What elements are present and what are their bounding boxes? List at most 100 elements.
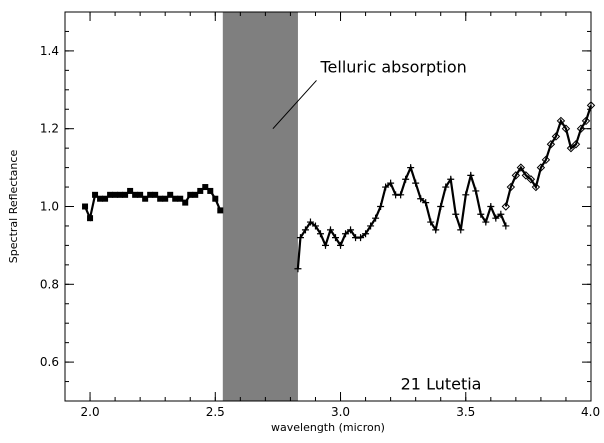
data-point-square: [152, 191, 159, 198]
data-point-square: [97, 195, 104, 202]
x-tick-label: 2.0: [81, 405, 100, 419]
data-point-square: [207, 187, 214, 194]
data-point-square: [142, 195, 149, 202]
data-point-plus: [362, 230, 370, 238]
plot-frame: [64, 11, 592, 402]
data-point-square: [92, 191, 99, 198]
y-tick-label: 1.0: [40, 200, 59, 214]
data-point-plus: [462, 191, 470, 199]
data-point-square: [102, 195, 109, 202]
data-point-diamond: [556, 116, 566, 126]
data-point-square: [162, 195, 169, 202]
data-point-plus: [417, 195, 425, 203]
data-marks: [82, 101, 596, 273]
data-point-plus: [467, 171, 475, 179]
y-tick-label: 0.8: [40, 277, 59, 291]
x-tick-label: 3.0: [331, 405, 350, 419]
data-point-plus: [437, 203, 445, 210]
data-point-diamond: [531, 182, 541, 192]
data-point-plus: [452, 210, 460, 218]
x-tick-label: 4.0: [581, 405, 600, 419]
data-point-plus: [306, 218, 314, 226]
telluric-absorption-label: Telluric absorption: [319, 57, 466, 76]
data-point-square: [187, 191, 194, 198]
data-point-plus: [347, 226, 355, 234]
telluric-arrow-line: [272, 80, 317, 130]
data-point-diamond: [521, 171, 531, 180]
data-point-square: [167, 191, 174, 198]
y-tick-label: 0.6: [40, 355, 59, 369]
data-point-plus: [497, 210, 505, 218]
axis-ticks: 2.0 2.5 3.0 3.5 4.0 0.6 0.8 1.0 1.2 1.4: [40, 11, 600, 419]
data-point-square: [172, 195, 179, 202]
data-point-diamond: [566, 143, 576, 153]
data-point-plus: [492, 214, 500, 222]
data-point-plus: [372, 214, 380, 222]
data-point-plus: [316, 230, 324, 238]
data-point-plus: [402, 175, 410, 183]
data-point-plus: [382, 183, 390, 191]
data-point-plus: [327, 226, 335, 234]
data-point-plus: [332, 234, 340, 242]
y-axis-label: Spectral Reflectance: [7, 150, 20, 264]
data-point-square: [212, 195, 219, 202]
target-name-label: 21 Lutetia: [401, 374, 482, 393]
data-point-plus: [367, 222, 375, 230]
data-point-plus: [487, 203, 495, 210]
data-point-plus: [342, 230, 350, 238]
data-point-square: [87, 215, 94, 222]
x-tick-label: 2.5: [206, 405, 225, 419]
data-point-diamond: [501, 202, 511, 211]
data-point-square: [202, 184, 209, 191]
data-point-plus: [377, 203, 385, 210]
data-point-square: [137, 191, 144, 198]
data-point-plus: [311, 222, 319, 230]
data-point-square: [132, 191, 139, 198]
data-point-plus: [397, 191, 405, 199]
data-point-plus: [442, 183, 450, 191]
data-point-square: [117, 191, 124, 198]
data-point-square: [197, 187, 204, 194]
data-point-square: [192, 191, 199, 198]
data-point-diamond: [561, 124, 571, 133]
data-point-square: [157, 195, 164, 202]
data-point-plus: [407, 164, 415, 172]
data-point-diamond: [536, 163, 546, 172]
data-point-diamond: [581, 116, 591, 126]
data-point-plus: [422, 199, 430, 207]
data-point-plus: [432, 226, 440, 234]
data-point-plus: [357, 234, 365, 242]
series-1-trace: [296, 164, 507, 269]
data-point-square: [82, 203, 89, 210]
data-point-plus: [427, 218, 435, 226]
data-point-square: [107, 191, 114, 198]
data-point-diamond: [571, 140, 581, 149]
data-point-plus: [472, 187, 480, 195]
data-point-plus: [412, 179, 420, 187]
data-point-diamond: [551, 132, 561, 141]
data-point-diamond: [506, 182, 516, 192]
data-point-plus: [301, 226, 309, 234]
data-point-plus: [337, 241, 345, 249]
telluric-absorption-band: [222, 12, 298, 401]
data-point-diamond: [541, 155, 551, 165]
data-point-square: [122, 191, 129, 198]
data-point-plus: [502, 222, 510, 230]
data-point-square: [177, 195, 184, 202]
data-point-plus: [477, 210, 485, 218]
data-point-plus: [387, 179, 395, 187]
data-point-plus: [482, 218, 490, 226]
data-point-square: [217, 207, 224, 214]
data-point-square: [147, 191, 154, 198]
series-2-trace: [504, 105, 593, 207]
data-point-plus: [457, 226, 465, 234]
data-point-plus: [321, 241, 329, 249]
x-axis-label: wavelength (micron): [271, 421, 385, 434]
data-point-square: [127, 187, 134, 194]
data-point-plus: [294, 265, 302, 273]
data-point-square: [182, 199, 189, 206]
y-tick-label: 1.2: [40, 122, 59, 136]
x-tick-label: 3.5: [456, 405, 475, 419]
